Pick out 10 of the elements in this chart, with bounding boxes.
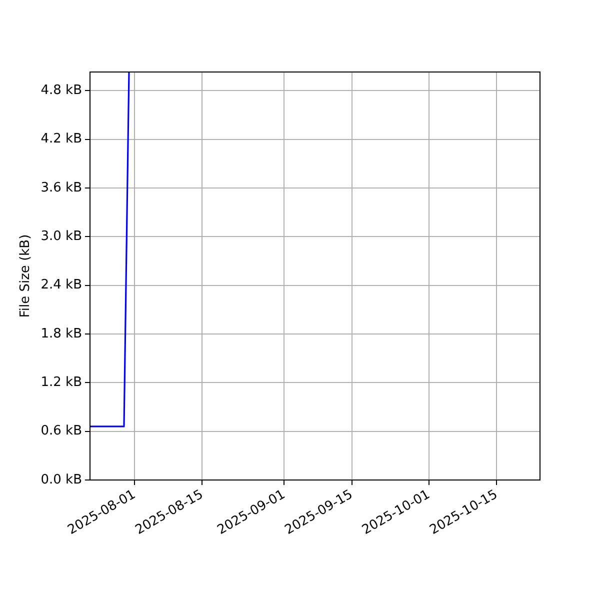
y-tick-label: 1.2 kB [40,375,82,390]
y-tick-label: 0.0 kB [40,472,82,488]
y-tick-label: 4.8 kB [40,83,82,98]
y-tick-label: 4.2 kB [40,132,82,147]
y-tick-label: 0.6 kB [40,424,82,439]
y-tick-label: 1.8 kB [40,326,82,342]
y-tick-label: 3.6 kB [40,180,82,196]
y-tick-label: 3.0 kB [40,229,82,244]
y-tick-label: 2.4 kB [40,278,82,293]
y-axis-title: File Size (kB) [18,234,34,318]
